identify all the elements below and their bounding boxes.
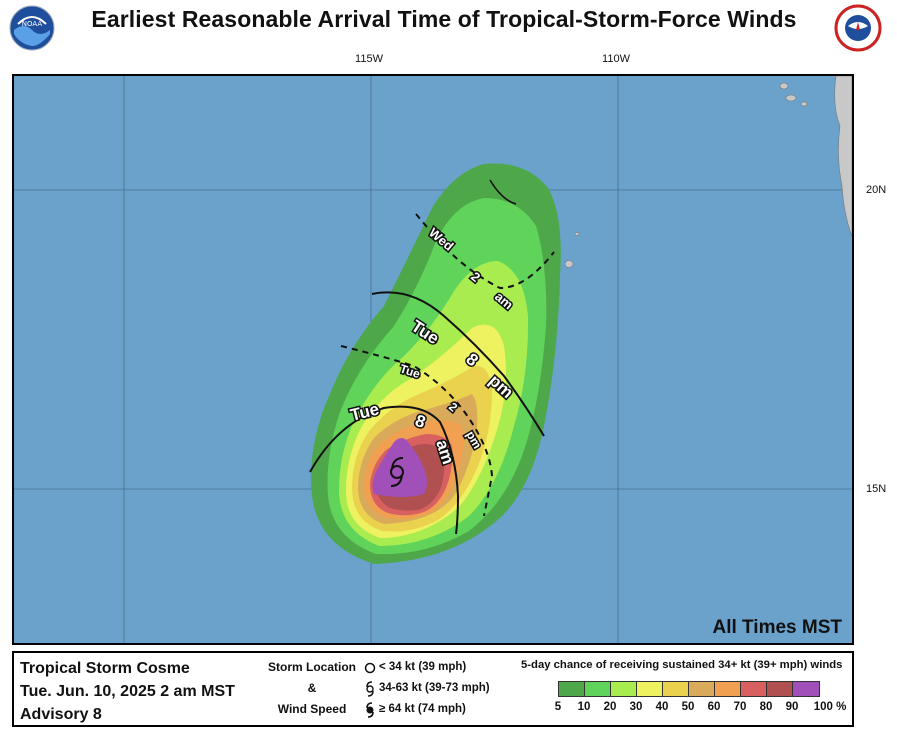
arrival-time-contours [309, 179, 555, 535]
noaa-logo: NOAA [8, 4, 56, 52]
island-san-benedicto [574, 232, 580, 236]
timezone-note: All Times MST [712, 617, 842, 638]
land [564, 76, 852, 268]
storm-info: Tropical Storm Cosme Tue. Jun. 10, 2025 … [20, 657, 235, 726]
legend-swatch [637, 682, 663, 696]
probability-swath [311, 163, 561, 564]
key-row-hurricane: ≥ 64 kt (74 mph) [364, 699, 490, 720]
legend-tick-label: 40 [655, 701, 669, 713]
open-circle-icon [364, 662, 376, 673]
legend-tick-label: 5 [554, 701, 562, 713]
legend-ticks: 5 10 20 30 40 50 60 70 80 90 100 % [545, 701, 865, 719]
key-row-label: 34-63 kt (39-73 mph) [379, 682, 490, 694]
legend-tick-label: 50 [681, 701, 695, 713]
svg-text:NOAA: NOAA [22, 20, 43, 28]
info-panel: Tropical Storm Cosme Tue. Jun. 10, 2025 … [12, 651, 854, 727]
legend-tick-label: 90 [785, 701, 799, 713]
legend-swatch [741, 682, 767, 696]
latitude-label-20n: 20N [866, 184, 887, 196]
storm-key-labels: Storm Location & Wind Speed [264, 657, 360, 720]
legend-tick-label: 70 [733, 701, 747, 713]
key-row-weak: < 34 kt (39 mph) [364, 657, 490, 678]
page-title: Earliest Reasonable Arrival Time of Trop… [91, 6, 797, 32]
hurricane-symbol-icon [366, 701, 374, 718]
island [800, 101, 808, 107]
national-weather-service-logo [834, 4, 882, 52]
legend-swatch [559, 682, 585, 696]
legend-swatch [663, 682, 689, 696]
legend-tick-label: 100 % [813, 701, 847, 713]
longitude-label-115w: 115W [355, 53, 383, 65]
legend-tick-label: 60 [707, 701, 721, 713]
map-canvas: Wed 2 am Tue 8 pm Tue 2 pm Tue 8 am [14, 76, 852, 643]
contour-wed-2am [415, 213, 555, 290]
tropical-storm-symbol-icon [366, 680, 374, 697]
island [785, 94, 797, 102]
and-label: & [307, 681, 317, 695]
wind-speed-label: Wind Speed [277, 702, 347, 716]
latitude-label-15n: 15N [866, 483, 887, 495]
island [779, 82, 789, 90]
legend-swatch [715, 682, 741, 696]
map-panel: Wed 2 am Tue 8 pm Tue 2 pm Tue 8 am All … [12, 74, 854, 645]
legend-swatch [585, 682, 611, 696]
contour-tue-8pm [371, 291, 545, 437]
storm-datetime: Tue. Jun. 10, 2025 2 am MST [20, 683, 235, 700]
tropical-storm-symbol-icon [390, 457, 404, 487]
contour-tue-8am [309, 405, 460, 535]
legend-tick-label: 30 [629, 701, 643, 713]
longitude-label-110w: 110W [602, 53, 630, 65]
legend-tick-label: 80 [759, 701, 773, 713]
contour-tue-2pm [340, 345, 494, 517]
legend-swatch [689, 682, 715, 696]
island-socorro [564, 260, 574, 268]
contour-small-arc [489, 179, 517, 205]
legend-color-bar [558, 681, 820, 697]
storm-location-label: Storm Location [267, 660, 356, 674]
key-row-label: < 34 kt (39 mph) [379, 661, 467, 673]
storm-name: Tropical Storm Cosme [20, 660, 190, 677]
storm-advisory: Advisory 8 [20, 706, 102, 723]
legend-swatch [793, 682, 819, 696]
key-row-label: ≥ 64 kt (74 mph) [379, 703, 466, 715]
baja-coast-land [834, 76, 852, 237]
key-row-tropical-storm: 34-63 kt (39-73 mph) [364, 678, 490, 699]
storm-key-rows: < 34 kt (39 mph) 34-63 kt (39-73 mph) ≥ … [364, 657, 490, 720]
legend-tick-label: 10 [577, 701, 591, 713]
legend-title: 5-day chance of receiving sustained 34+ … [521, 659, 843, 671]
legend-swatch [611, 682, 637, 696]
legend-swatch [767, 682, 793, 696]
legend-tick-label: 20 [603, 701, 617, 713]
